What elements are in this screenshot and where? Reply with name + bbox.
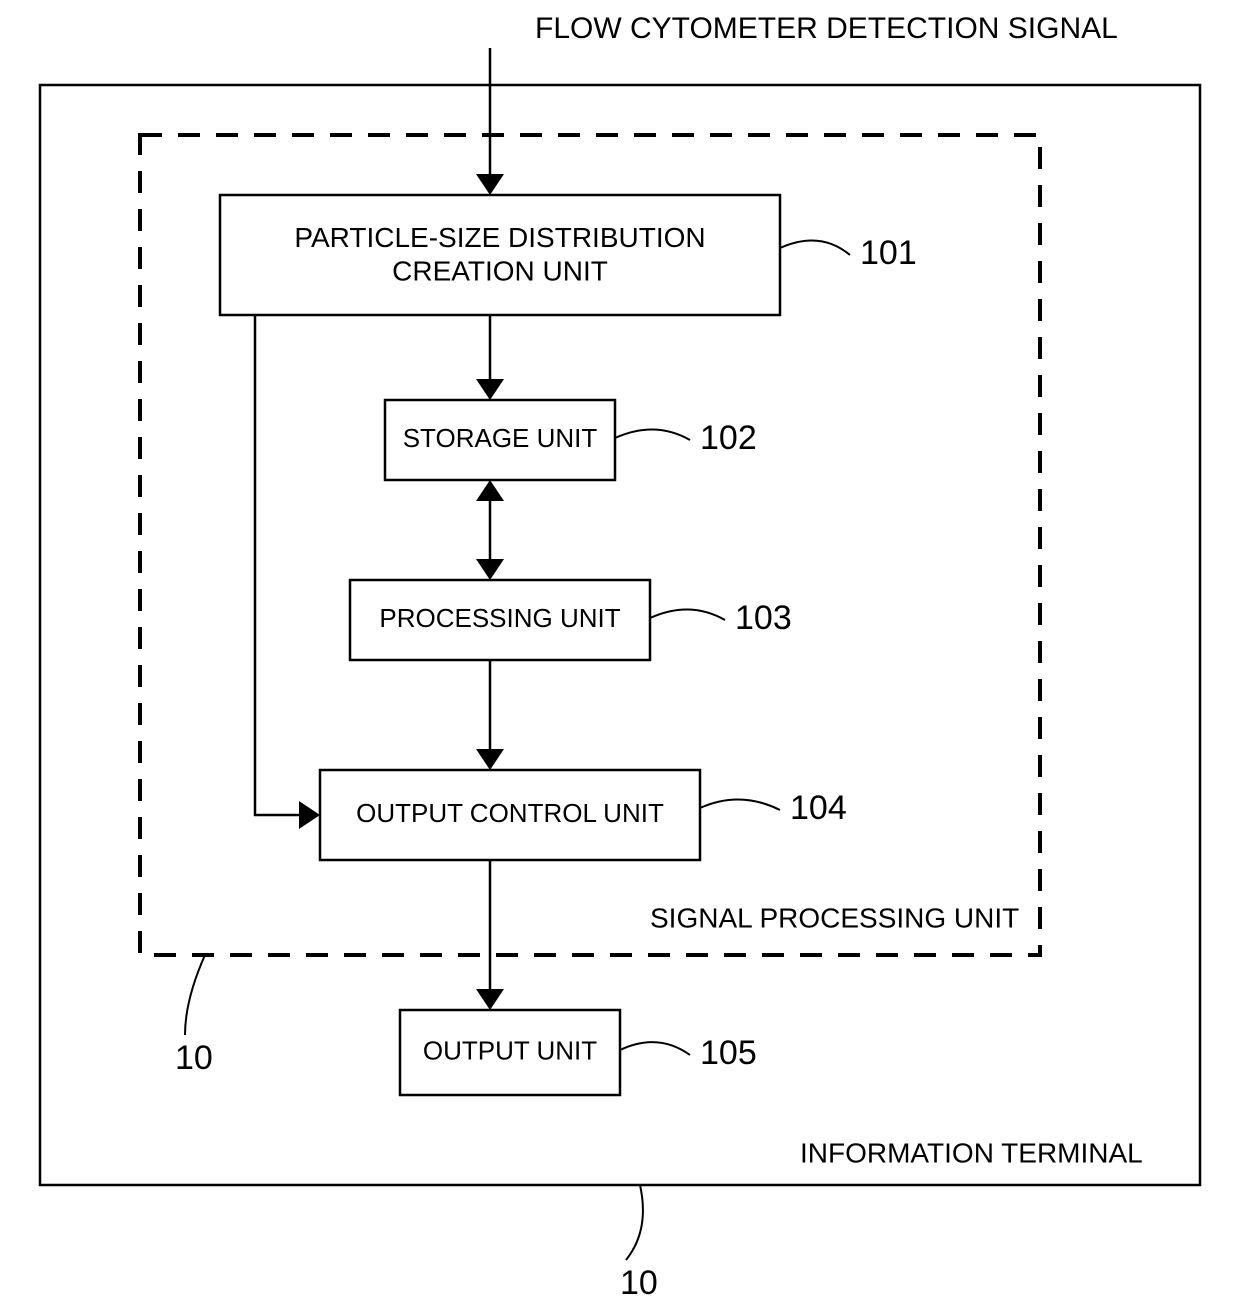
b101-label-2: CREATION UNIT: [392, 256, 608, 287]
b103-label: PROCESSING UNIT: [379, 603, 620, 633]
arrowhead: [476, 749, 504, 770]
arrowhead: [476, 379, 504, 400]
b102-label: STORAGE UNIT: [403, 423, 598, 453]
arrowhead: [299, 801, 320, 829]
signal-processing-label: SIGNAL PROCESSING UNIT: [650, 902, 1019, 933]
arrowhead: [476, 174, 504, 195]
information-terminal-label: INFORMATION TERMINAL: [800, 1137, 1143, 1168]
b103-ref: 103: [735, 599, 792, 637]
arrowhead: [476, 480, 504, 501]
arrow-elbow: [255, 315, 303, 815]
b104-label: OUTPUT CONTROL UNIT: [356, 798, 664, 828]
arrowhead: [476, 559, 504, 580]
b105-label: OUTPUT UNIT: [423, 1035, 597, 1065]
leader-b101: [780, 240, 850, 255]
leader-b104: [700, 799, 780, 810]
b102-ref: 102: [700, 419, 757, 457]
b105-ref: 105: [700, 1034, 757, 1072]
b104-ref: 104: [790, 789, 847, 827]
arrowhead: [476, 989, 504, 1010]
bottom-ref: 10: [620, 1264, 658, 1302]
leader-b103: [650, 609, 725, 620]
leader-b105: [620, 1042, 690, 1055]
top-label: FLOW CYTOMETER DETECTION SIGNAL: [535, 12, 1118, 45]
leader-dashed: [185, 955, 205, 1035]
b101-ref: 101: [860, 234, 917, 272]
leader-b102: [615, 429, 690, 440]
b101-label-1: PARTICLE-SIZE DISTRIBUTION: [294, 222, 705, 253]
leader-outer: [626, 1185, 643, 1260]
dashed-ref: 10: [175, 1039, 213, 1077]
